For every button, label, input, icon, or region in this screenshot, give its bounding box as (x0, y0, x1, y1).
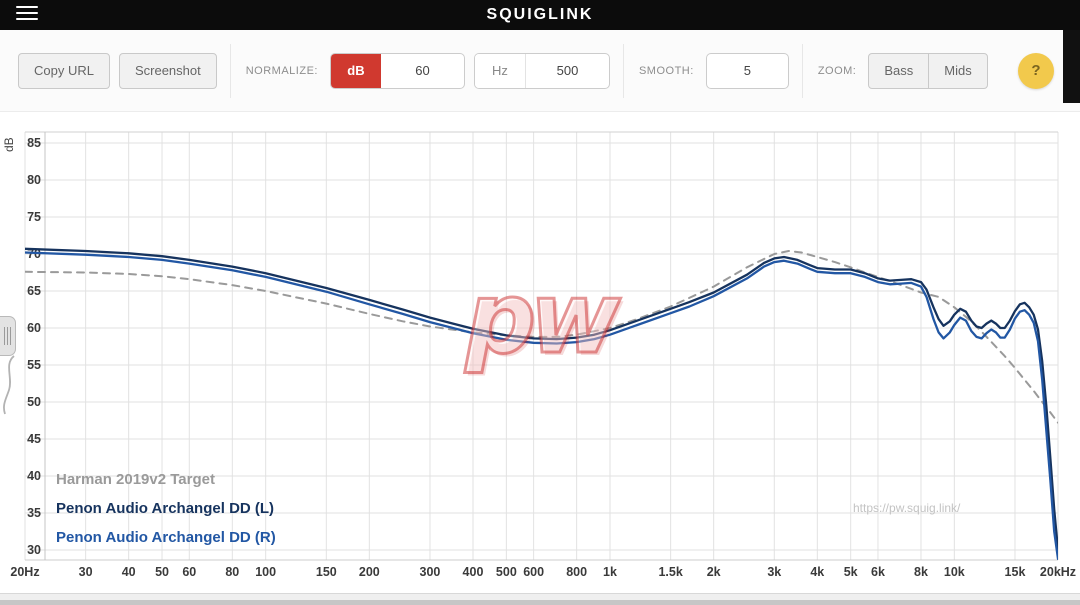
x-tick-label: 1k (603, 565, 617, 579)
zoom-mids-button[interactable]: Mids (928, 52, 988, 89)
normalize-hz-toggle[interactable]: Hz (474, 53, 526, 88)
x-tick-label: 200 (359, 565, 380, 579)
normalize-hz-group: Hz 500 (473, 52, 610, 89)
app-title: SQUIGLINK (486, 6, 594, 23)
toolbar-divider (622, 43, 624, 98)
y-tick-label: 45 (27, 432, 41, 446)
screenshot-button[interactable]: Screenshot (118, 52, 217, 89)
x-tick-label: 50 (155, 565, 169, 579)
y-tick-label: 60 (27, 321, 41, 335)
normalize-hz-value[interactable]: 500 (556, 63, 579, 78)
smooth-label: SMOOTH: (638, 64, 694, 77)
normalize-label: NORMALIZE: (245, 64, 318, 77)
x-tick-label: 400 (463, 565, 484, 579)
y-tick-label: 80 (27, 173, 41, 187)
curve-0 (25, 250, 1058, 424)
fr-graph[interactable]: 85 80 75 70 65 60 55 50 45 40 35 30 20Hz 30 40 50 60 80 10… (0, 112, 1080, 605)
y-tick-label: 70 (27, 247, 41, 261)
x-tick-label: 20Hz (10, 565, 39, 579)
menu-icon[interactable] (16, 2, 38, 22)
x-tick-label: 6k (871, 565, 885, 579)
curve-2 (25, 251, 1058, 560)
top-bar: SQUIGLINK (0, 0, 1080, 30)
x-tick-label: 1.5k (658, 565, 682, 579)
horizontal-scrollbar[interactable] (0, 593, 1080, 605)
curve-1 (25, 247, 1058, 552)
x-tick-label: 4k (810, 565, 824, 579)
y-tick-label: 50 (27, 395, 41, 409)
x-tick-label: 300 (420, 565, 441, 579)
panel-squiggle (3, 355, 15, 415)
toolbar-divider (229, 43, 231, 98)
x-tick-label: 600 (523, 565, 544, 579)
x-tick-label: 8k (914, 565, 928, 579)
y-tick-label: 55 (27, 358, 41, 372)
toolbar-divider (801, 43, 803, 98)
normalize-db-group: dB 60 (329, 52, 465, 89)
y-tick-label: 85 (27, 136, 41, 150)
smooth-group: 5 (705, 52, 789, 89)
panel-handle[interactable] (0, 316, 16, 356)
normalize-db-value[interactable]: 60 (415, 63, 430, 78)
y-tick-label: 30 (27, 543, 41, 557)
frequency-response-chart: 85 80 75 70 65 60 55 50 45 40 35 30 20Hz 30 40 50 60 80 10… (0, 112, 1080, 605)
site-link: https://pw.squig.link/ (853, 501, 961, 515)
y-axis-title: dB (2, 137, 16, 152)
smooth-value[interactable]: 5 (743, 63, 751, 78)
x-tick-label: 800 (566, 565, 587, 579)
x-tick-label: 5k (844, 565, 858, 579)
x-tick-label: 30 (79, 565, 93, 579)
y-tick-label: 40 (27, 469, 41, 483)
y-tick-label: 75 (27, 210, 41, 224)
legend-item-target[interactable]: Harman 2019v2 Target (56, 471, 215, 488)
x-tick-label: 80 (225, 565, 239, 579)
scrollbar-thumb[interactable] (0, 600, 1080, 605)
x-tick-label: 500 (496, 565, 517, 579)
zoom-bass-button[interactable]: Bass (868, 52, 930, 89)
legend: Harman 2019v2 Target Penon Audio Archang… (56, 469, 276, 556)
normalize-db-toggle[interactable]: dB (330, 53, 381, 88)
x-tick-label: 10k (944, 565, 965, 579)
x-tick-label: 60 (182, 565, 196, 579)
legend-item-left[interactable]: Penon Audio Archangel DD (L) (56, 500, 275, 517)
side-panel-edge (1063, 30, 1080, 103)
x-tick-label: 15k (1005, 565, 1026, 579)
zoom-segment: Bass Mids (868, 52, 988, 89)
x-tick-label: 150 (316, 565, 337, 579)
x-tick-label: 3k (767, 565, 781, 579)
y-tick-label: 65 (27, 284, 41, 298)
y-tick-label: 35 (27, 506, 41, 520)
x-tick-label: 40 (122, 565, 136, 579)
copy-url-button[interactable]: Copy URL (18, 52, 110, 89)
x-tick-label: 100 (255, 565, 276, 579)
help-button[interactable]: ? (1018, 52, 1054, 89)
x-tick-label: 2k (707, 565, 721, 579)
legend-item-right[interactable]: Penon Audio Archangel DD (R) (56, 529, 276, 546)
toolbar: Copy URL Screenshot NORMALIZE: dB 60 Hz … (0, 30, 1080, 112)
x-tick-label: 20kHz (1040, 565, 1076, 579)
zoom-label: ZOOM: (817, 64, 857, 77)
